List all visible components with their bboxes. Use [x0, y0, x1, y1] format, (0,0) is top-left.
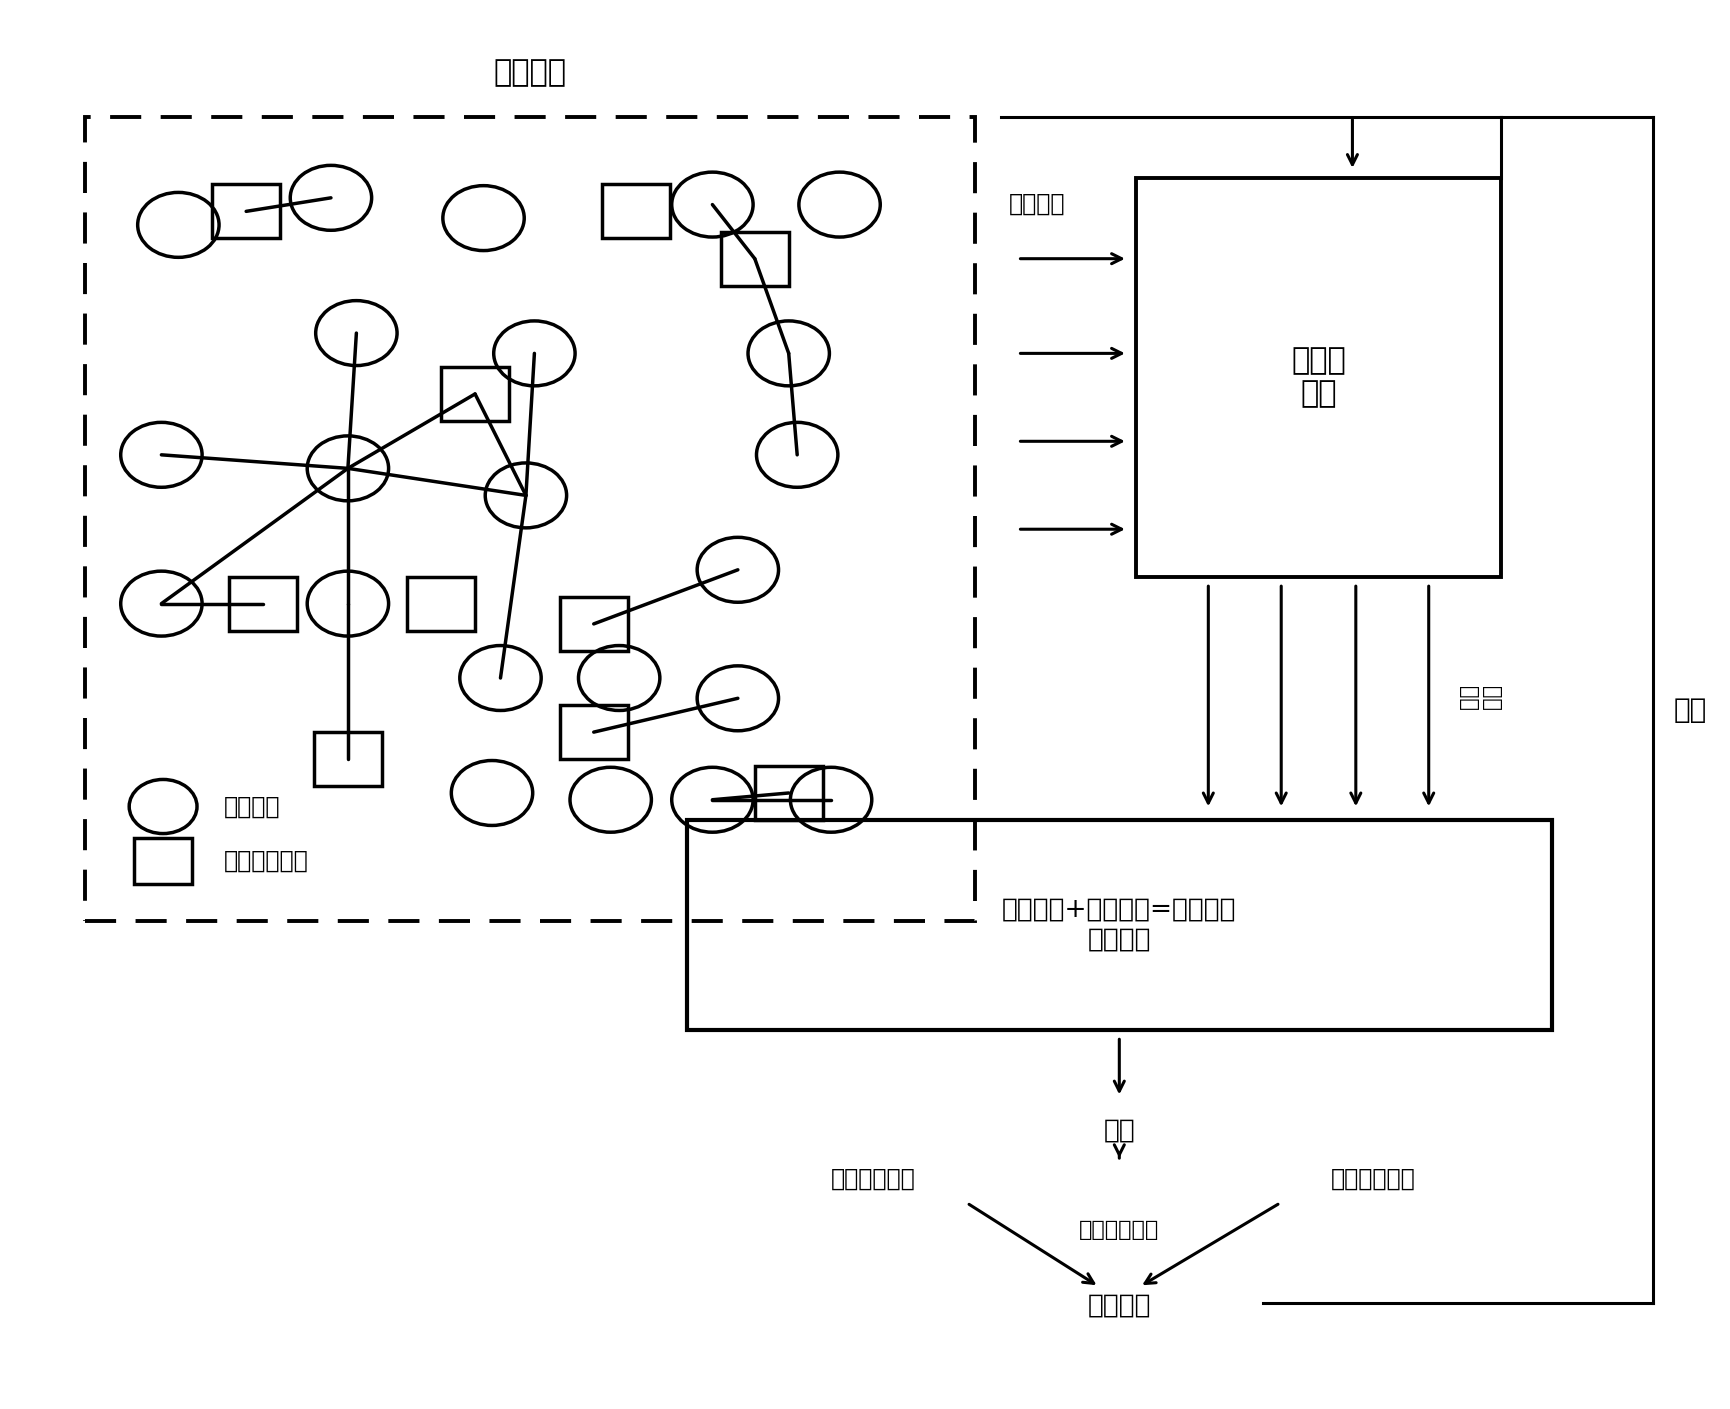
Text: 关系网络: 关系网络: [493, 58, 567, 87]
Bar: [561, 597, 628, 651]
Text: 第一采样表征: 第一采样表征: [830, 1167, 915, 1191]
Text: 用户节点: 用户节点: [225, 795, 280, 819]
Bar: [213, 185, 280, 238]
Bar: [407, 576, 476, 631]
Bar: [85, 117, 976, 921]
Bar: [687, 820, 1552, 1030]
Text: 推送对象节点: 推送对象节点: [225, 848, 310, 872]
Text: 节点
表征: 节点 表征: [1458, 686, 1502, 710]
Bar: [228, 576, 298, 631]
Text: （对比学习）: （对比学习）: [1080, 1220, 1159, 1240]
Text: 预测损失: 预测损失: [1088, 1292, 1150, 1319]
Bar: [441, 366, 509, 421]
Bar: [135, 837, 192, 883]
Bar: [754, 766, 823, 820]
Text: 第二采样表征: 第二采样表征: [1332, 1167, 1415, 1191]
Text: 聚合表征+随机参数=节点表征
连续分布: 聚合表征+随机参数=节点表征 连续分布: [1002, 898, 1237, 952]
Bar: [1137, 178, 1502, 576]
Text: 采样: 采样: [1104, 1117, 1135, 1144]
Bar: [315, 733, 382, 786]
Bar: [602, 185, 670, 238]
Text: 节点表征: 节点表征: [1009, 192, 1066, 216]
Text: 更新: 更新: [1673, 696, 1708, 724]
Bar: [561, 704, 628, 759]
Text: 图神经
网络: 图神经 网络: [1291, 345, 1346, 409]
Bar: [721, 231, 789, 286]
